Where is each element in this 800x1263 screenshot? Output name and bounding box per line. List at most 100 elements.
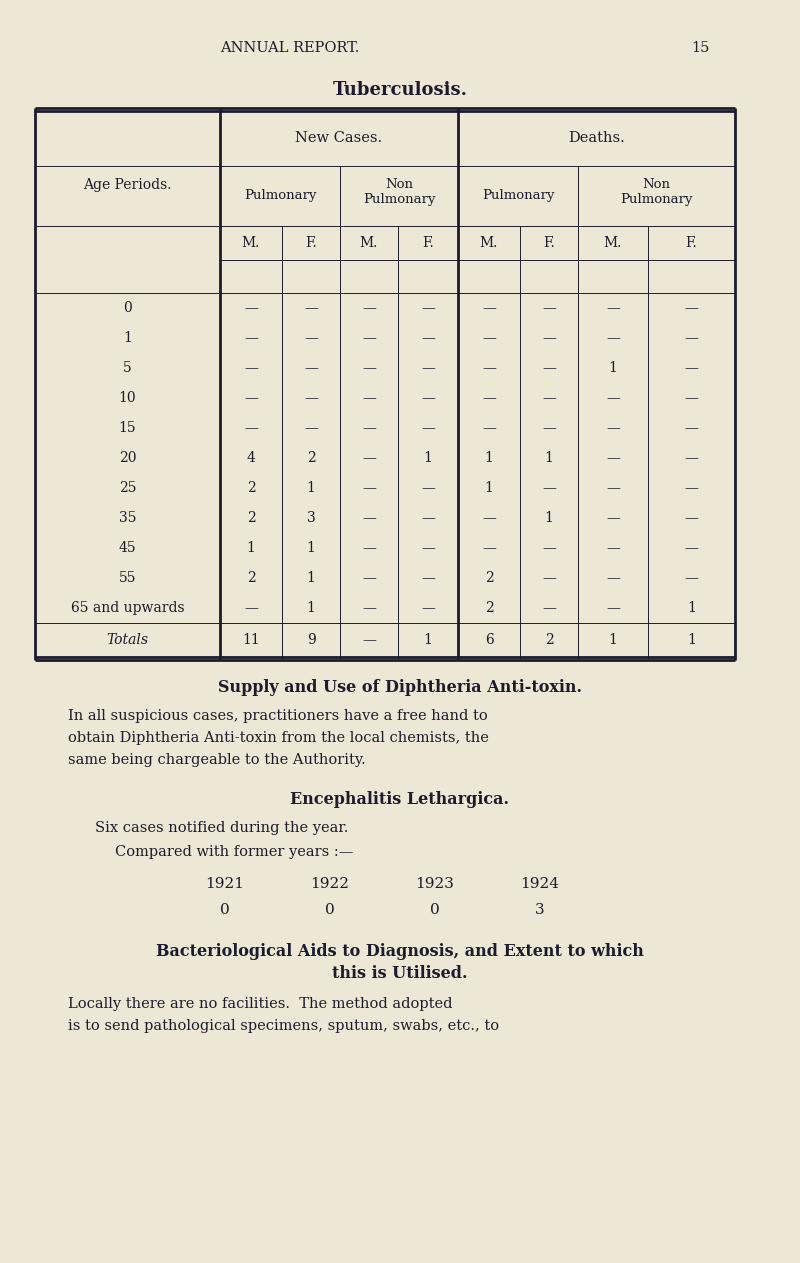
- Text: —: —: [304, 301, 318, 314]
- Text: Bacteriological Aids to Diagnosis, and Extent to which: Bacteriological Aids to Diagnosis, and E…: [156, 943, 644, 960]
- Text: —: —: [304, 331, 318, 345]
- Text: —: —: [362, 601, 376, 615]
- Text: Non
Pulmonary: Non Pulmonary: [620, 178, 693, 206]
- Text: 1: 1: [545, 451, 554, 465]
- Text: —: —: [421, 392, 435, 405]
- Text: —: —: [685, 571, 698, 585]
- Text: —: —: [362, 421, 376, 434]
- Text: 3: 3: [306, 512, 315, 525]
- Text: 45: 45: [118, 541, 136, 554]
- Text: —: —: [244, 361, 258, 375]
- Text: —: —: [362, 633, 376, 647]
- Text: 55: 55: [118, 571, 136, 585]
- Text: —: —: [542, 301, 556, 314]
- Text: 2: 2: [246, 571, 255, 585]
- Text: —: —: [482, 361, 496, 375]
- Text: 1: 1: [423, 451, 433, 465]
- Text: 2: 2: [246, 512, 255, 525]
- Text: —: —: [606, 481, 620, 495]
- Text: —: —: [542, 571, 556, 585]
- Text: same being chargeable to the Authority.: same being chargeable to the Authority.: [68, 753, 366, 767]
- Text: —: —: [685, 392, 698, 405]
- Text: —: —: [304, 361, 318, 375]
- Text: —: —: [362, 331, 376, 345]
- Text: Pulmonary: Pulmonary: [482, 189, 554, 202]
- Text: is to send pathological specimens, sputum, swabs, etc., to: is to send pathological specimens, sputu…: [68, 1019, 499, 1033]
- Text: —: —: [606, 571, 620, 585]
- Text: 0: 0: [325, 903, 335, 917]
- Text: —: —: [685, 451, 698, 465]
- Text: Compared with former years :—: Compared with former years :—: [115, 845, 354, 859]
- Text: —: —: [542, 331, 556, 345]
- Text: 0: 0: [430, 903, 440, 917]
- Text: obtain Diphtheria Anti-toxin from the local chemists, the: obtain Diphtheria Anti-toxin from the lo…: [68, 731, 489, 745]
- Text: Locally there are no facilities.  The method adopted: Locally there are no facilities. The met…: [68, 997, 453, 1010]
- Text: 1: 1: [246, 541, 255, 554]
- Text: 1924: 1924: [521, 877, 559, 890]
- Text: —: —: [606, 331, 620, 345]
- Text: Age Periods.: Age Periods.: [83, 178, 172, 192]
- Text: —: —: [685, 421, 698, 434]
- Text: —: —: [606, 512, 620, 525]
- Text: 15: 15: [691, 40, 709, 56]
- Text: 5: 5: [123, 361, 132, 375]
- Text: 15: 15: [118, 421, 136, 434]
- Text: —: —: [421, 301, 435, 314]
- Text: —: —: [482, 512, 496, 525]
- Text: 6: 6: [485, 633, 494, 647]
- Text: —: —: [606, 301, 620, 314]
- Text: 1922: 1922: [310, 877, 350, 890]
- Text: Pulmonary: Pulmonary: [244, 189, 316, 202]
- Text: —: —: [421, 541, 435, 554]
- Text: 1: 1: [687, 601, 696, 615]
- Text: Totals: Totals: [106, 633, 149, 647]
- Text: —: —: [542, 361, 556, 375]
- Text: —: —: [542, 541, 556, 554]
- Text: —: —: [542, 421, 556, 434]
- Text: —: —: [421, 571, 435, 585]
- Text: this is Utilised.: this is Utilised.: [332, 965, 468, 983]
- Text: —: —: [362, 541, 376, 554]
- Text: New Cases.: New Cases.: [295, 131, 382, 145]
- Text: 3: 3: [535, 903, 545, 917]
- Text: —: —: [606, 421, 620, 434]
- Text: —: —: [606, 392, 620, 405]
- Text: Non
Pulmonary: Non Pulmonary: [362, 178, 435, 206]
- Text: 35: 35: [118, 512, 136, 525]
- Text: 1: 1: [545, 512, 554, 525]
- Text: Tuberculosis.: Tuberculosis.: [333, 81, 467, 99]
- Text: 1: 1: [485, 451, 494, 465]
- Text: —: —: [542, 601, 556, 615]
- Text: 25: 25: [118, 481, 136, 495]
- Text: 1: 1: [423, 633, 433, 647]
- Text: —: —: [244, 331, 258, 345]
- Text: Encephalitis Lethargica.: Encephalitis Lethargica.: [290, 792, 510, 808]
- Text: —: —: [244, 421, 258, 434]
- Text: —: —: [244, 392, 258, 405]
- Text: —: —: [685, 481, 698, 495]
- Text: 0: 0: [220, 903, 230, 917]
- Text: Supply and Use of Diphtheria Anti-toxin.: Supply and Use of Diphtheria Anti-toxin.: [218, 679, 582, 696]
- Text: —: —: [606, 601, 620, 615]
- Text: Deaths.: Deaths.: [568, 131, 625, 145]
- Text: —: —: [362, 361, 376, 375]
- Text: 1921: 1921: [206, 877, 245, 890]
- Text: F.: F.: [543, 236, 555, 250]
- Text: 10: 10: [118, 392, 136, 405]
- Text: —: —: [362, 392, 376, 405]
- Text: 9: 9: [306, 633, 315, 647]
- Text: 1: 1: [609, 633, 618, 647]
- Text: 65 and upwards: 65 and upwards: [70, 601, 184, 615]
- Text: —: —: [685, 331, 698, 345]
- Text: 1: 1: [306, 481, 315, 495]
- Text: —: —: [685, 512, 698, 525]
- Text: 1: 1: [485, 481, 494, 495]
- Text: —: —: [421, 601, 435, 615]
- Text: —: —: [421, 481, 435, 495]
- Text: —: —: [362, 301, 376, 314]
- Text: ANNUAL REPORT.: ANNUAL REPORT.: [220, 40, 360, 56]
- Text: F.: F.: [686, 236, 698, 250]
- Text: —: —: [304, 392, 318, 405]
- Text: —: —: [542, 392, 556, 405]
- Text: In all suspicious cases, practitioners have a free hand to: In all suspicious cases, practitioners h…: [68, 709, 488, 722]
